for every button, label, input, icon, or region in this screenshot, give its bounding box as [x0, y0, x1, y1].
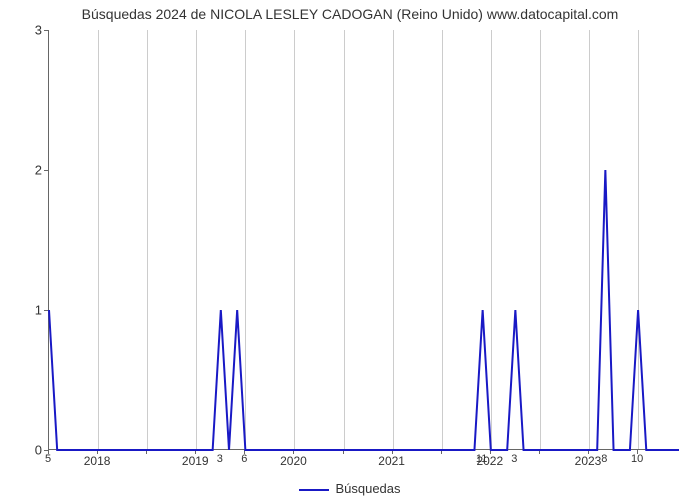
y-tick-label: 3: [2, 23, 42, 38]
x-data-label: 10: [631, 453, 643, 465]
chart-title: Búsquedas 2024 de NICOLA LESLEY CADOGAN …: [0, 6, 700, 22]
y-tick-label: 0: [2, 443, 42, 458]
plot-area: [48, 30, 678, 450]
y-tick-label: 1: [2, 303, 42, 318]
x-year-label: 2021: [378, 454, 405, 468]
legend-label: Búsquedas: [335, 481, 400, 496]
line-series: [49, 30, 678, 449]
x-data-label: 8: [601, 453, 607, 465]
x-data-label: 6: [241, 453, 247, 465]
x-data-label: 3: [511, 453, 517, 465]
y-tick-label: 2: [2, 163, 42, 178]
x-year-label: 2020: [280, 454, 307, 468]
x-data-label: 3: [217, 453, 223, 465]
x-year-label: 2023: [575, 454, 602, 468]
x-data-label: 5: [45, 453, 51, 465]
x-data-label: 11: [476, 453, 487, 465]
legend: Búsquedas: [0, 481, 700, 496]
x-year-label: 2019: [182, 454, 209, 468]
legend-swatch: [299, 489, 329, 491]
chart-container: Búsquedas 2024 de NICOLA LESLEY CADOGAN …: [0, 0, 700, 500]
x-year-label: 2018: [84, 454, 111, 468]
